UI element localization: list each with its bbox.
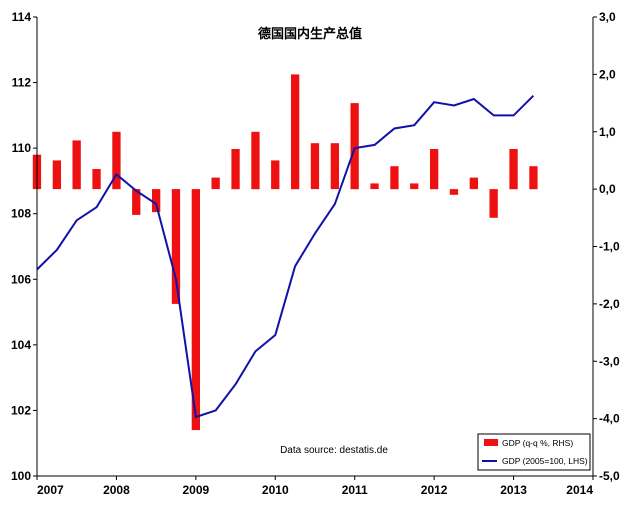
bar-series	[32, 74, 538, 431]
right-tick-label: -3,0	[599, 354, 620, 368]
data-source-note: Data source: destatis.de	[280, 445, 388, 456]
gdp-qq-bar	[171, 189, 181, 304]
left-tick-label: 108	[11, 207, 31, 221]
gdp-qq-bar	[231, 149, 240, 190]
gdp-qq-bar	[152, 189, 161, 213]
x-tick-label: 2011	[342, 483, 368, 497]
left-tick-label: 100	[11, 469, 31, 483]
gdp-qq-bar	[310, 143, 320, 190]
gdp-qq-bar	[211, 177, 220, 190]
gdp-qq-bar	[132, 189, 141, 215]
x-axis-ticks: 2007 2008 2009 2010 2011 2012 2013 2014	[36, 476, 594, 497]
left-axis-ticks: 100 102 104 106 108 110 112 114	[11, 10, 37, 483]
gdp-qq-bar	[489, 189, 498, 218]
right-tick-label: -1,0	[599, 240, 620, 254]
gdp-qq-bar	[72, 140, 81, 190]
gdp-qq-bar	[92, 169, 101, 190]
x-tick-label: 2010	[262, 483, 289, 497]
gdp-qq-bar	[430, 149, 439, 190]
left-tick-label: 114	[12, 10, 32, 24]
right-tick-label: 1,0	[599, 125, 616, 139]
gdp-qq-bar	[529, 166, 538, 190]
right-tick-label: 3,0	[599, 10, 616, 24]
gdp-qq-bar	[449, 189, 459, 195]
gdp-qq-bar	[410, 183, 419, 190]
right-tick-label: -5,0	[599, 469, 620, 483]
gdp-qq-bar	[291, 74, 300, 190]
left-tick-label: 106	[11, 272, 31, 286]
gdp-qq-bar	[191, 189, 200, 431]
right-axis-ticks: 3,0 2,0 1,0 0,0 -1,0 -2,0 -3,0 -4,0 -5,0	[593, 10, 620, 483]
legend: GDP (q-q %, RHS) GDP (2005=100, LHS)	[477, 433, 591, 471]
gdp-qq-bar	[350, 103, 359, 190]
x-tick-label: 2014	[566, 483, 593, 497]
right-tick-label: 2,0	[599, 67, 616, 81]
x-tick-label: 2008	[103, 483, 130, 497]
gdp-qq-bar	[271, 160, 280, 190]
legend-bar-swatch	[484, 439, 498, 446]
legend-bar-label: GDP (q-q %, RHS)	[502, 438, 573, 448]
gdp-qq-bar	[469, 177, 478, 190]
gdp-qq-bar	[251, 131, 260, 190]
gdp-qq-bar	[370, 183, 379, 190]
x-tick-label: 2009	[183, 483, 210, 497]
x-tick-label: 2012	[421, 483, 448, 497]
gdp-qq-bar	[112, 131, 121, 190]
right-tick-label: -4,0	[599, 412, 620, 426]
chart-title: 德国国内生产总值	[258, 26, 362, 42]
line-series	[36, 94, 535, 419]
gdp-qq-bar	[390, 166, 399, 190]
gdp-qq-bar	[52, 160, 61, 190]
right-tick-label: -2,0	[599, 297, 620, 311]
x-tick-label: 2007	[37, 483, 64, 497]
left-tick-label: 112	[12, 76, 32, 90]
legend-line-label: GDP (2005=100, LHS)	[502, 456, 588, 466]
left-tick-label: 110	[12, 141, 32, 155]
right-tick-label: 0,0	[599, 182, 616, 196]
gdp-qq-bar	[509, 149, 518, 190]
left-tick-label: 104	[11, 338, 31, 352]
left-tick-label: 102	[11, 403, 31, 417]
gdp-qq-bar	[330, 143, 339, 190]
x-tick-label: 2013	[500, 483, 527, 497]
